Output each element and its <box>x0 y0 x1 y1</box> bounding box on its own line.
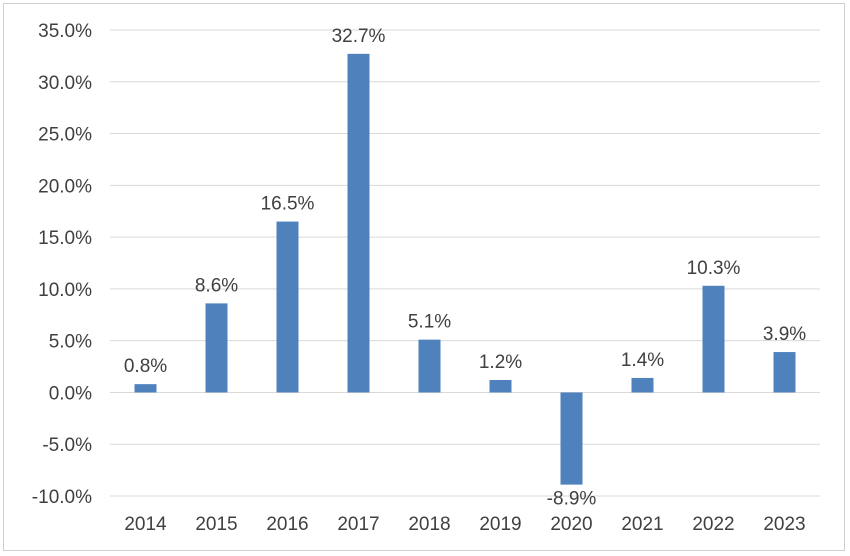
x-tick-label: 2018 <box>408 514 450 535</box>
y-tick-label: 5.0% <box>49 332 92 353</box>
data-label: 8.6% <box>195 275 238 296</box>
x-tick-label: 2021 <box>621 514 663 535</box>
x-tick-label: 2014 <box>124 514 167 535</box>
bar-2018 <box>418 339 441 393</box>
y-tick-label: 15.0% <box>38 228 92 249</box>
y-tick-label: 10.0% <box>38 280 92 301</box>
y-tick-label: 25.0% <box>38 125 92 146</box>
y-tick-label: 20.0% <box>38 176 92 197</box>
data-labels: 0.8% 8.6% 16.5% 32.7% 5.1% 1.2% -8.9% 1.4% 10.3%… <box>124 26 806 510</box>
data-label: 10.3% <box>687 258 741 279</box>
x-tick-label: 2015 <box>195 514 237 535</box>
bar-2023 <box>773 352 796 393</box>
y-tick-label: -5.0% <box>42 435 92 456</box>
bars <box>134 53 796 485</box>
data-label: 32.7% <box>332 26 386 47</box>
data-label: 0.8% <box>124 356 167 377</box>
data-label: 3.9% <box>763 324 806 345</box>
x-tick-label: 2023 <box>763 514 805 535</box>
x-tick-label: 2017 <box>337 514 379 535</box>
bar-2017 <box>347 53 370 393</box>
y-tick-label: 35.0% <box>38 21 92 42</box>
data-label: 1.2% <box>479 352 522 373</box>
y-tick-label: 30.0% <box>38 73 92 94</box>
y-axis-ticks: 35.0% 30.0% 25.0% 20.0% 15.0% 10.0% 5.0% 0.0% -5… <box>32 21 92 508</box>
x-tick-label: 2020 <box>550 514 592 535</box>
bar-2022 <box>702 285 725 393</box>
chart-frame <box>3 3 845 551</box>
gridlines <box>110 29 820 497</box>
bar-2015 <box>205 303 228 393</box>
y-tick-label: 0.0% <box>49 383 92 404</box>
data-label: 16.5% <box>261 194 315 215</box>
bar-2021 <box>631 377 654 393</box>
data-label: 1.4% <box>621 350 664 371</box>
bar-2014 <box>134 384 157 393</box>
bar-2020 <box>560 392 583 485</box>
x-tick-label: 2022 <box>692 514 734 535</box>
x-axis-ticks: 2014 2015 2016 2017 2018 2019 2020 2021 2022 2023 <box>124 514 805 535</box>
y-tick-label: -10.0% <box>32 487 92 508</box>
bar-2016 <box>276 221 299 393</box>
data-label: 5.1% <box>408 312 451 333</box>
x-tick-label: 2016 <box>266 514 308 535</box>
bar-2019 <box>489 380 512 393</box>
x-tick-label: 2019 <box>479 514 521 535</box>
data-label: -8.9% <box>547 489 597 510</box>
